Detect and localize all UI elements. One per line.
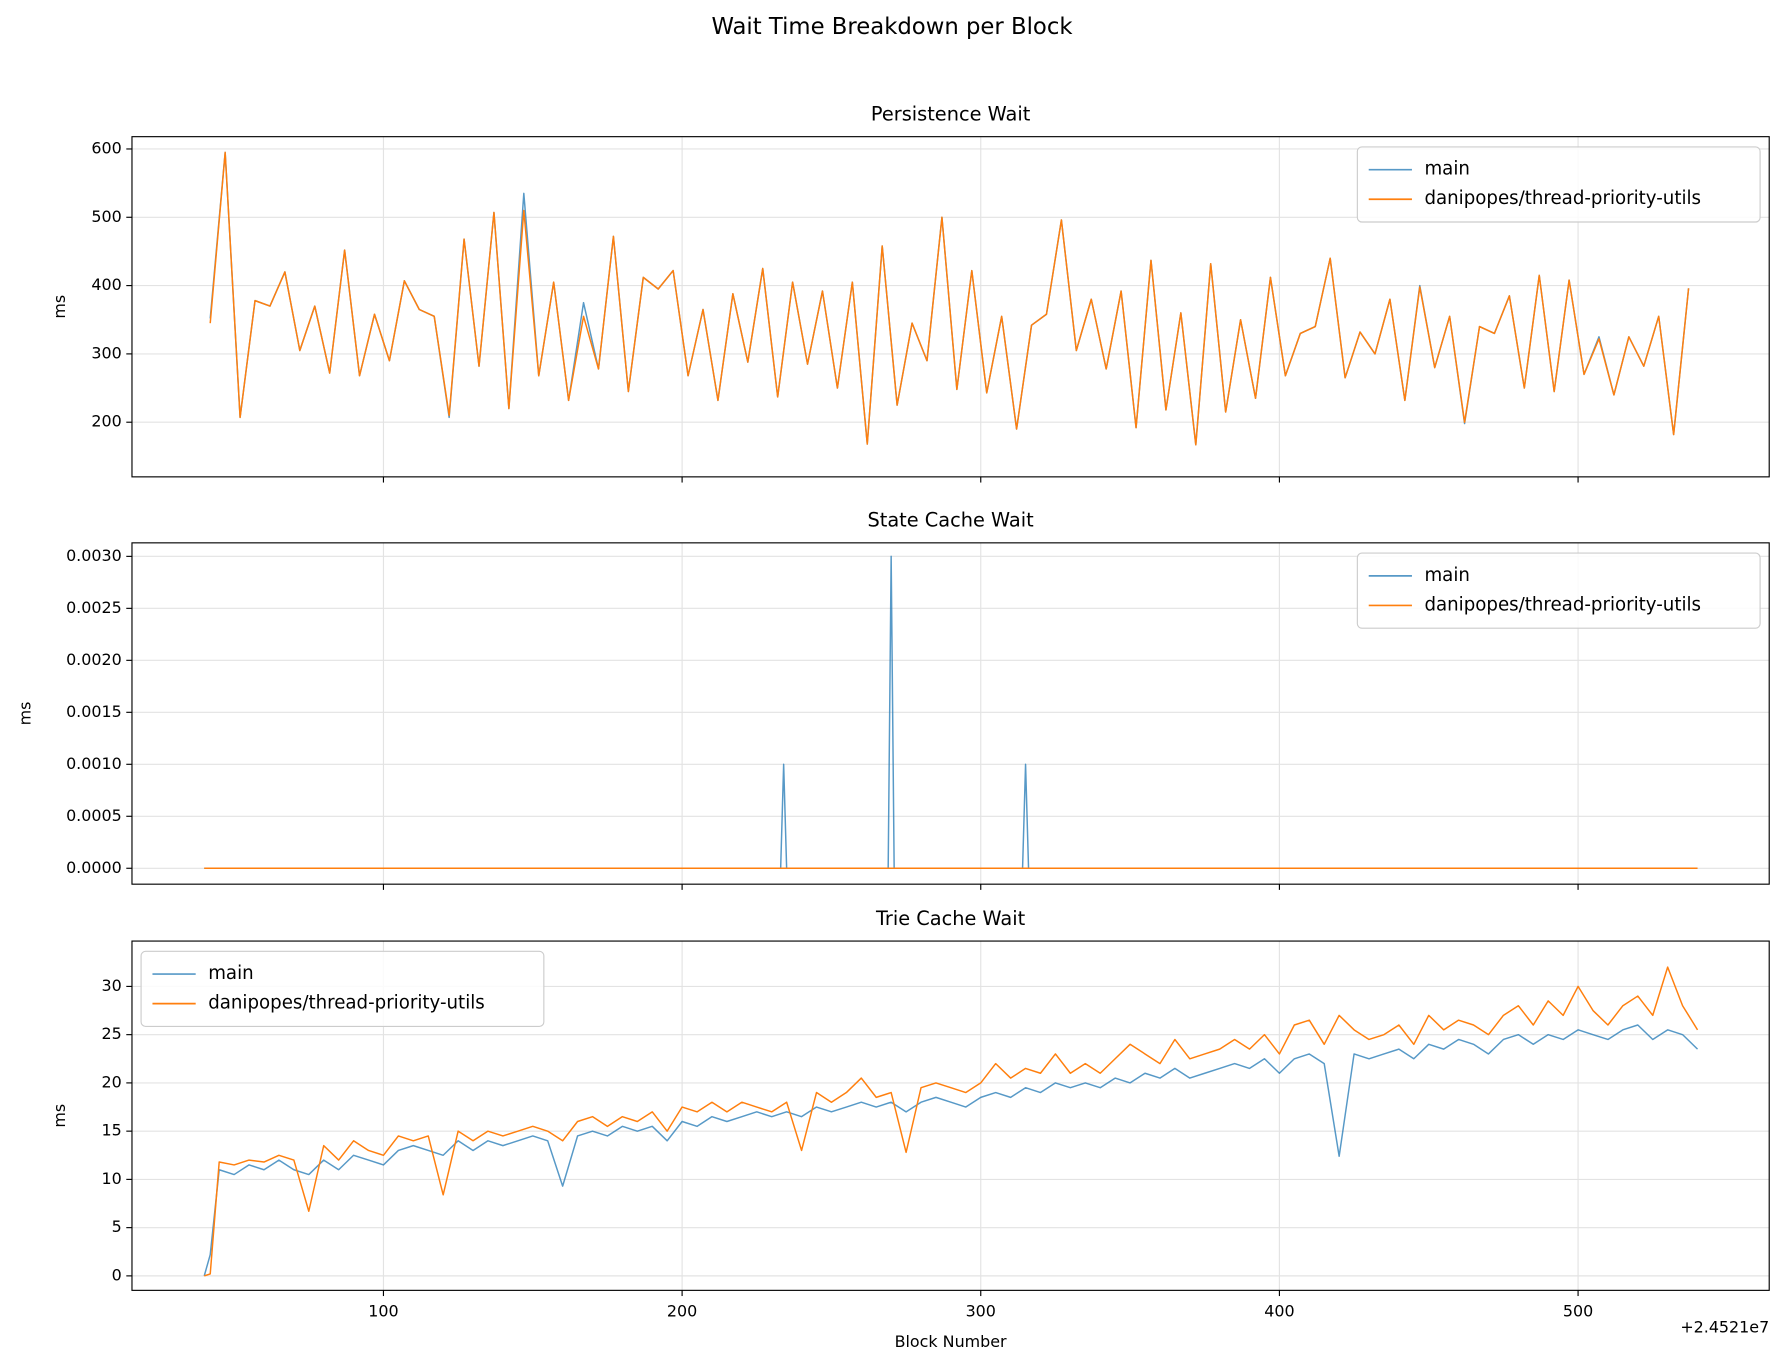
y-tick-label: 10 <box>101 1169 121 1188</box>
y-tick-label: 0.0015 <box>66 702 122 721</box>
series-line <box>204 555 1698 870</box>
legend-box <box>140 950 545 1027</box>
legend-label: danipopes/thread-priority-utils <box>1424 188 1701 209</box>
series-line <box>209 151 1690 446</box>
legend-label: main <box>1424 565 1469 586</box>
x-tick-label: 100 <box>368 1301 398 1320</box>
axes-frame <box>131 542 1770 885</box>
y-tick-label: 600 <box>91 138 121 157</box>
y-tick-label: 25 <box>101 1024 121 1043</box>
series-line <box>203 1024 1699 1277</box>
x-tick-label: 200 <box>667 1301 697 1320</box>
y-tick-label: 5 <box>112 1217 122 1236</box>
y-tick-label: 500 <box>91 207 121 226</box>
y-axis-label: ms <box>50 295 69 319</box>
axes-frame <box>131 136 1770 478</box>
x-tick-label: 400 <box>1264 1301 1294 1320</box>
x-tick-label: 500 <box>1563 1301 1593 1320</box>
axes-title: Trie Cache Wait <box>875 907 1026 930</box>
y-tick-label: 30 <box>101 976 121 995</box>
y-tick-label: 20 <box>101 1072 121 1091</box>
figure-title: Wait Time Breakdown per Block <box>711 14 1073 40</box>
y-axis-label: ms <box>50 1104 69 1128</box>
axes-title: State Cache Wait <box>867 509 1034 532</box>
x-offset-label: +2.4521e7 <box>1680 1317 1769 1336</box>
y-tick-label: 0.0005 <box>66 806 122 825</box>
legend-box <box>1356 146 1761 223</box>
x-tick-label: 300 <box>966 1301 996 1320</box>
y-tick-label: 15 <box>101 1121 121 1140</box>
y-tick-label: 0.0020 <box>66 650 122 669</box>
x-axis-label: Block Number <box>895 1332 1007 1351</box>
legend-label: danipopes/thread-priority-utils <box>208 993 485 1014</box>
y-tick-label: 0.0010 <box>66 754 122 773</box>
y-tick-label: 0.0030 <box>66 546 122 565</box>
y-axis-label: ms <box>16 702 35 726</box>
axes-title: Persistence Wait <box>871 103 1031 126</box>
y-tick-label: 400 <box>91 275 121 294</box>
legend-label: main <box>1424 159 1469 180</box>
y-tick-label: 0.0000 <box>66 858 122 877</box>
legend-label: danipopes/thread-priority-utils <box>1424 594 1701 615</box>
legend-box <box>1356 552 1761 629</box>
axes-frame <box>131 940 1770 1291</box>
y-tick-label: 200 <box>91 412 121 431</box>
series-line <box>204 966 1699 1277</box>
legend-label: main <box>208 963 253 984</box>
y-tick-label: 0 <box>112 1265 122 1284</box>
y-tick-label: 300 <box>91 343 121 362</box>
y-tick-label: 0.0025 <box>66 598 122 617</box>
